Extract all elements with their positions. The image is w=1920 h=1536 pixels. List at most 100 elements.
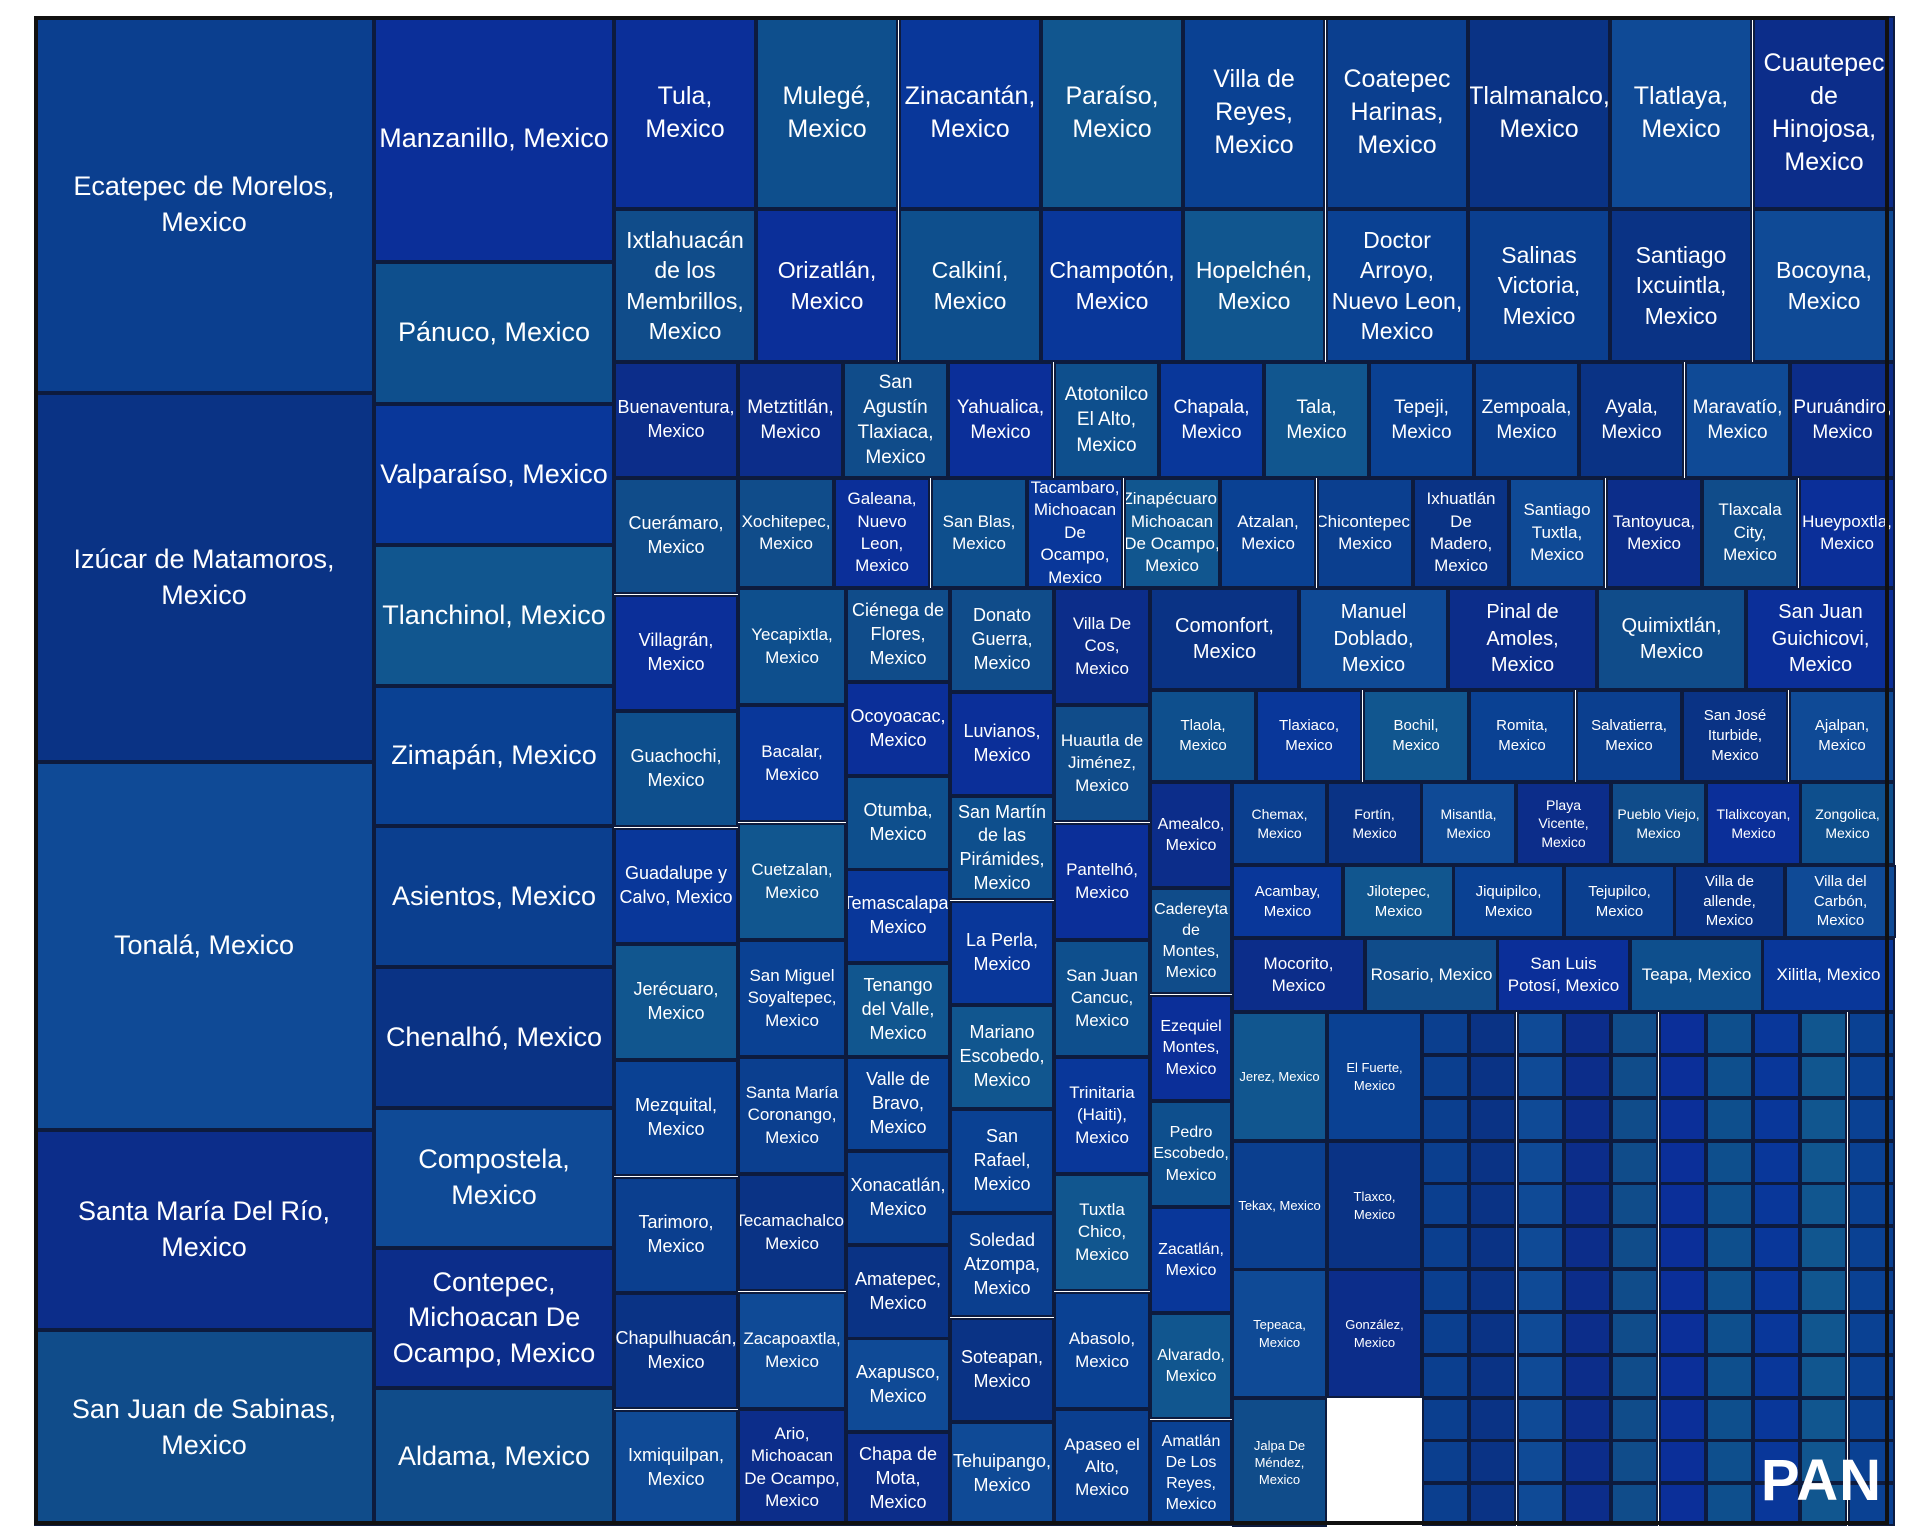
treemap-cell-label: Santiago Ixcuintla, Mexico (1635, 241, 1727, 329)
treemap-cell-unlabeled (1659, 1098, 1706, 1141)
treemap-cell-label: Asientos, Mexico (391, 880, 597, 911)
treemap-cell: Chemax, Mexico (1232, 782, 1327, 865)
treemap-cell: Donato Guerra, Mexico (950, 588, 1054, 692)
treemap-cell-unlabeled (1753, 1440, 1800, 1483)
treemap-cell: Playa Vicente, Mexico (1516, 782, 1611, 865)
treemap-cell-unlabeled (1469, 1141, 1516, 1184)
treemap-cell-label: Teapa, Mexico (1641, 964, 1752, 984)
treemap-cell: San Miguel Soyaltepec, Mexico (738, 940, 846, 1057)
treemap-cell-unlabeled (1611, 1183, 1658, 1226)
treemap-cell: Champotón, Mexico (1041, 209, 1183, 362)
treemap-cell: Santa María Coronango, Mexico (738, 1057, 846, 1174)
treemap-cell: San Rafael, Mexico (950, 1109, 1054, 1213)
treemap-cell-unlabeled (1659, 1398, 1706, 1441)
treemap-cell: Tuxtla Chico, Mexico (1054, 1174, 1150, 1291)
treemap-cell: Pinal de Amoles, Mexico (1448, 588, 1597, 690)
treemap-cell-label: Guadalupe y Calvo, Mexico (619, 863, 733, 907)
treemap-cell: Doctor Arroyo, Nuevo Leon, Mexico (1326, 209, 1468, 362)
treemap-cell-label: Guachochi, Mexico (630, 746, 722, 790)
treemap-cell-unlabeled (1706, 1141, 1753, 1184)
treemap-cell: Salvatierra, Mexico (1576, 690, 1682, 782)
treemap-cell-unlabeled (1659, 1141, 1706, 1184)
treemap-cell: Zinacantán, Mexico (899, 16, 1041, 209)
treemap-cell-unlabeled (1517, 1398, 1564, 1441)
treemap-cell-label: Villa de Reyes, Mexico (1213, 65, 1295, 159)
treemap-cell: Atotonilco El Alto, Mexico (1054, 362, 1159, 478)
treemap-cell-label: Donato Guerra, Mexico (971, 605, 1033, 673)
treemap-cell-label: San Blas, Mexico (942, 511, 1016, 553)
treemap-cell-unlabeled (1422, 1440, 1469, 1483)
treemap-cell-unlabeled (1422, 1483, 1469, 1526)
treemap-cell: Tlatlaya, Mexico (1610, 16, 1752, 209)
treemap-cell: Villa de allende, Mexico (1674, 865, 1785, 938)
treemap-cell-label: Zongolica, Mexico (1815, 806, 1880, 841)
treemap-cell-unlabeled (1422, 1183, 1469, 1226)
treemap-cell: Manzanillo, Mexico (374, 16, 614, 262)
treemap-cell: Abasolo, Mexico (1054, 1292, 1150, 1409)
treemap-cell-label: Chenalhó, Mexico (385, 1021, 603, 1052)
treemap-cell: Ezequiel Montes, Mexico (1150, 995, 1232, 1101)
treemap-cell: Tala, Mexico (1264, 362, 1369, 478)
treemap-cell-unlabeled (1469, 1226, 1516, 1269)
treemap-cell: Bochil, Mexico (1363, 690, 1469, 782)
treemap-cell-label: Tepeji, Mexico (1391, 396, 1452, 443)
treemap-cell-unlabeled (1611, 1055, 1658, 1098)
treemap-cell-label: Tala, Mexico (1286, 396, 1347, 443)
treemap-cell: Huautla de Jiménez, Mexico (1054, 705, 1150, 822)
treemap-cell-unlabeled (1800, 1355, 1847, 1398)
treemap-cell: Pueblo Viejo, Mexico (1611, 782, 1706, 865)
treemap-cell-unlabeled (1706, 1183, 1753, 1226)
treemap-cell-unlabeled (1753, 1269, 1800, 1312)
treemap-cell-label: Zinacantán, Mexico (904, 81, 1036, 143)
treemap-cell-label: Ayala, Mexico (1601, 396, 1662, 443)
treemap-cell-unlabeled (1517, 1183, 1564, 1226)
treemap-cell: Tepeji, Mexico (1369, 362, 1474, 478)
treemap-cell-label: Coatepec Harinas, Mexico (1343, 65, 1451, 159)
treemap-cell: Otumba, Mexico (846, 776, 950, 870)
treemap-cell-unlabeled (1659, 1440, 1706, 1483)
treemap-cell: Comonfort, Mexico (1150, 588, 1299, 690)
treemap-cell: Tlaxiaco, Mexico (1256, 690, 1362, 782)
treemap-cell: San Luis Potosí, Mexico (1497, 938, 1630, 1012)
treemap-cell: Cuetzalan, Mexico (738, 823, 846, 940)
treemap-cell: Jiquipilco, Mexico (1453, 865, 1564, 938)
treemap-cell-label: Ajalpan, Mexico (1814, 717, 1870, 754)
treemap-cell-unlabeled (1469, 1012, 1516, 1055)
treemap-cell: Jalpa De Méndez, Mexico (1232, 1398, 1327, 1527)
treemap-cell-unlabeled (1469, 1483, 1516, 1526)
treemap-cell-unlabeled (1564, 1440, 1611, 1483)
treemap-cell-unlabeled (1659, 1312, 1706, 1355)
treemap-cell-unlabeled (1517, 1269, 1564, 1312)
treemap-cell: Izúcar de Matamoros, Mexico (34, 393, 374, 762)
treemap-cell: Tepeaca, Mexico (1232, 1269, 1327, 1398)
treemap-cell-label: San Juan de Sabinas, Mexico (71, 1394, 337, 1460)
treemap-cell-unlabeled (1469, 1269, 1516, 1312)
treemap-cell-label: Jalpa De Méndez, Mexico (1253, 1437, 1306, 1488)
treemap-cell-label: Atotonilco El Alto, Mexico (1064, 384, 1149, 456)
treemap-cell: Ciénega de Flores, Mexico (846, 588, 950, 682)
treemap-cell-unlabeled (1564, 1312, 1611, 1355)
treemap-cell: Quimixtlán, Mexico (1597, 588, 1746, 690)
treemap-cell-label: Mezquital, Mexico (634, 1095, 718, 1139)
treemap-cell: Xonacatlán, Mexico (846, 1151, 950, 1245)
treemap-cell-unlabeled (1848, 1312, 1895, 1355)
treemap-cell-unlabeled (1469, 1398, 1516, 1441)
treemap-cell-unlabeled (1659, 1269, 1706, 1312)
treemap-cell-unlabeled (1848, 1355, 1895, 1398)
treemap-cell-unlabeled (1564, 1269, 1611, 1312)
treemap-cell: Tantoyuca, Mexico (1606, 478, 1702, 588)
treemap-cell-unlabeled (1564, 1355, 1611, 1398)
treemap-cell-label: Yahualica, Mexico (956, 396, 1045, 443)
treemap-cell-label: Fortín, Mexico (1352, 806, 1397, 841)
treemap-cell: Ayala, Mexico (1579, 362, 1684, 478)
treemap-cell-unlabeled (1800, 1312, 1847, 1355)
treemap-cell-unlabeled (1753, 1398, 1800, 1441)
treemap-cell-label: Temascalapa, Mexico (846, 893, 950, 937)
treemap-cell: Tlanchinol, Mexico (374, 545, 614, 686)
treemap-cell-unlabeled (1517, 1098, 1564, 1141)
treemap-cell-unlabeled (1517, 1440, 1564, 1483)
treemap-cell-label: Otumba, Mexico (863, 800, 933, 844)
treemap-cell-label: Doctor Arroyo, Nuevo Leon, Mexico (1331, 226, 1463, 344)
treemap-cell: Tehuipango, Mexico (950, 1422, 1054, 1526)
treemap-cell-unlabeled (1848, 1141, 1895, 1184)
